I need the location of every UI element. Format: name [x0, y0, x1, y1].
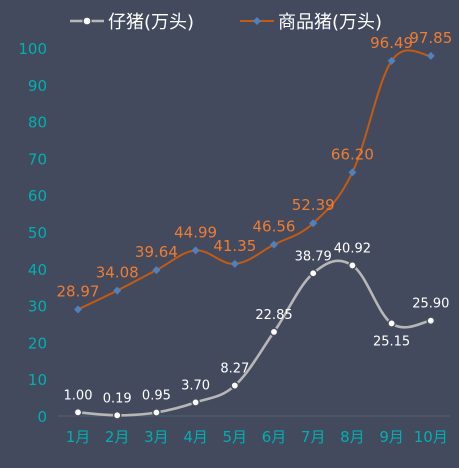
- series-1-point: [270, 240, 278, 249]
- series-1-data-label: 52.39: [292, 196, 335, 214]
- x-tick-label: 4月: [183, 428, 208, 446]
- series-0-data-label: 0.19: [103, 391, 132, 406]
- series-1-point: [230, 259, 239, 268]
- series-0-point: [269, 327, 279, 337]
- x-tick-label: 2月: [105, 428, 130, 446]
- series-0-point: [73, 408, 83, 417]
- series-0-point: [230, 381, 240, 390]
- series-1-data-label: 97.85: [409, 29, 452, 47]
- series-0-point: [308, 268, 318, 278]
- series-0-data-label: 25.15: [373, 334, 410, 349]
- series-1-data-label: 34.08: [96, 264, 139, 282]
- y-tick-label: 50: [28, 224, 47, 242]
- series-1-data-label: 41.35: [213, 237, 256, 255]
- series-1-point: [348, 168, 357, 177]
- x-tick-label: 10月: [414, 428, 448, 446]
- y-tick-label: 70: [28, 150, 47, 168]
- series-0-data-label: 40.92: [334, 241, 371, 256]
- series-1-point: [426, 51, 435, 60]
- series-1-point: [387, 56, 396, 65]
- series-1-data-label: 44.99: [174, 223, 217, 241]
- series-0-data-label: 1.00: [64, 388, 93, 403]
- y-tick-label: 60: [28, 187, 47, 205]
- y-tick-label: 30: [28, 298, 47, 316]
- y-tick-label: 20: [28, 334, 47, 352]
- series-1-point: [74, 305, 82, 314]
- legend-label-0: 仔猪(万头): [108, 12, 194, 33]
- series-1-data-label: 96.49: [370, 34, 413, 52]
- series-1-data-label: 66.20: [331, 145, 374, 163]
- series-1-data-label: 39.64: [135, 243, 178, 261]
- series-line-0: [77, 259, 432, 417]
- legend-marker-0: [82, 16, 92, 26]
- series-0-point: [152, 408, 161, 417]
- y-tick-label: 0: [37, 408, 47, 426]
- x-tick-label: 3月: [144, 428, 169, 446]
- series-1-point: [113, 286, 122, 295]
- y-tick-label: 90: [28, 77, 47, 95]
- x-tick-label: 8月: [340, 428, 365, 446]
- series-0-data-label: 25.90: [412, 297, 449, 312]
- series-0-data-label: 3.70: [181, 378, 210, 393]
- x-tick-label: 9月: [379, 428, 404, 446]
- series-0-data-label: 0.95: [142, 389, 171, 404]
- series-1-point: [152, 266, 161, 275]
- x-tick-label: 6月: [262, 428, 287, 446]
- y-tick-label: 40: [28, 261, 47, 279]
- x-tick-label: 1月: [66, 428, 91, 446]
- series-0-data-label: 38.79: [295, 249, 332, 264]
- series-1-point: [191, 246, 200, 255]
- series-1-data-label: 46.56: [253, 218, 296, 236]
- series-0-point: [426, 316, 436, 325]
- series-0-point: [387, 319, 396, 328]
- series-1-data-label: 28.97: [57, 282, 100, 300]
- legend-label-1: 商品猪(万头): [278, 12, 382, 33]
- series-0-data-label: 8.27: [220, 362, 249, 377]
- series-line-1: [77, 49, 431, 311]
- series-0-point: [112, 411, 122, 420]
- legend-marker-1: [253, 17, 261, 25]
- y-tick-label: 100: [18, 40, 47, 58]
- series-0-point: [348, 261, 357, 270]
- x-tick-label: 7月: [301, 428, 326, 446]
- y-tick-label: 10: [28, 371, 47, 389]
- y-tick-label: 80: [28, 114, 47, 132]
- series-0-point: [191, 398, 200, 407]
- x-tick-label: 5月: [223, 428, 248, 446]
- series-0-data-label: 22.85: [255, 308, 292, 323]
- series-1-point: [309, 219, 318, 228]
